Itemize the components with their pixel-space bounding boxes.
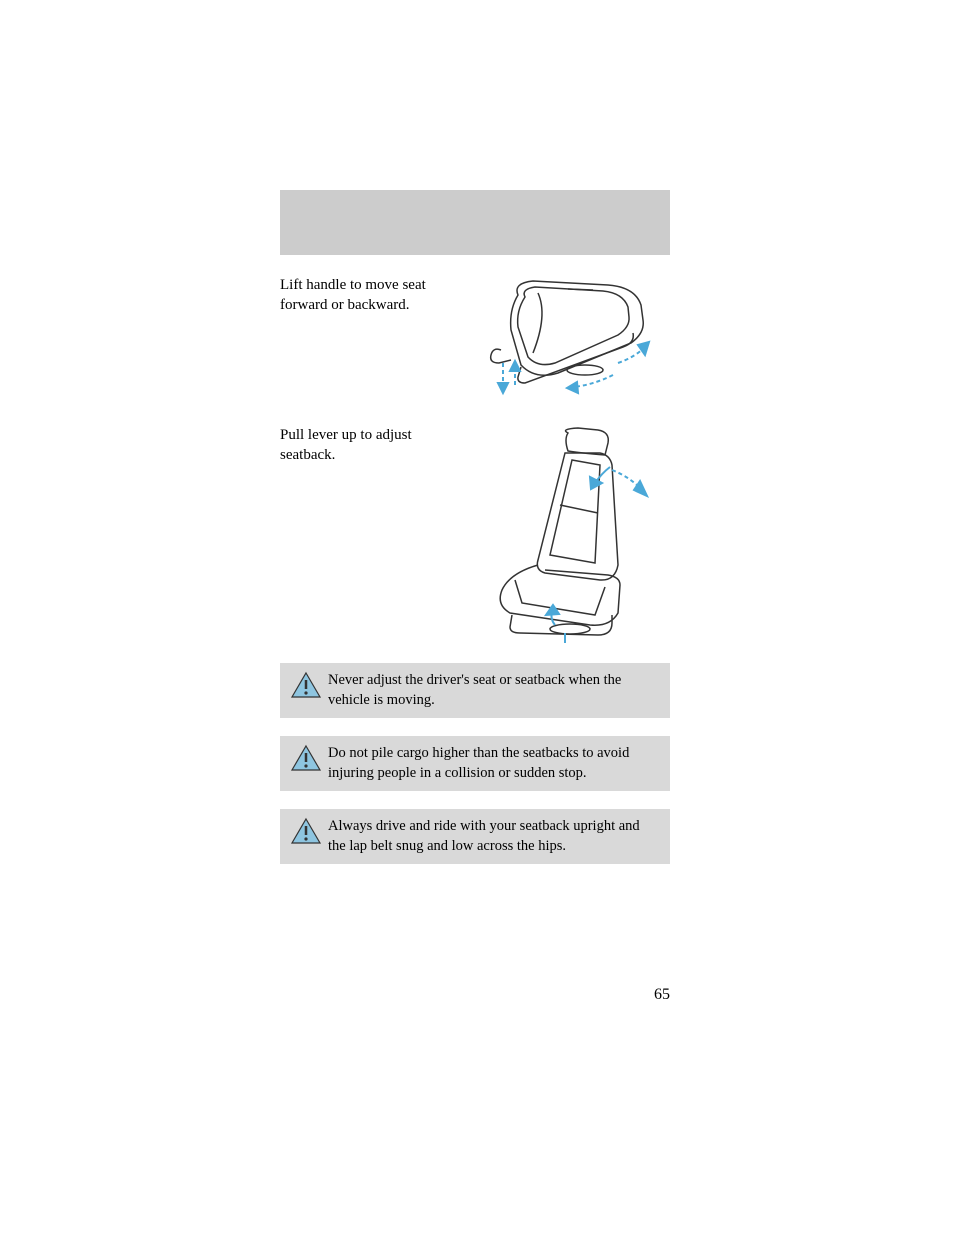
seatback-figure (450, 425, 670, 645)
seat-cushion-figure (450, 275, 670, 400)
manual-page: Lift handle to move seat forward or back… (280, 190, 670, 864)
warning-triangle-icon (290, 744, 322, 779)
warning-text: Never adjust the driver's seat or seatba… (328, 672, 621, 708)
instruction-text: Pull lever up to adjust seatback. (280, 425, 450, 466)
warning-triangle-icon (290, 671, 322, 706)
page-number: 65 (654, 986, 670, 1004)
warning-triangle-icon (290, 817, 322, 852)
warning-box: Always drive and ride with your seatback… (280, 809, 670, 864)
warning-box: Do not pile cargo higher than the seatba… (280, 736, 670, 791)
instruction-row: Lift handle to move seat forward or back… (280, 275, 670, 400)
warning-text: Do not pile cargo higher than the seatba… (328, 745, 629, 781)
warning-text: Always drive and ride with your seatback… (328, 818, 640, 854)
instruction-row: Pull lever up to adjust seatback. (280, 425, 670, 645)
instruction-text: Lift handle to move seat forward or back… (280, 275, 450, 316)
warning-box: Never adjust the driver's seat or seatba… (280, 663, 670, 718)
header-bar (280, 190, 670, 255)
